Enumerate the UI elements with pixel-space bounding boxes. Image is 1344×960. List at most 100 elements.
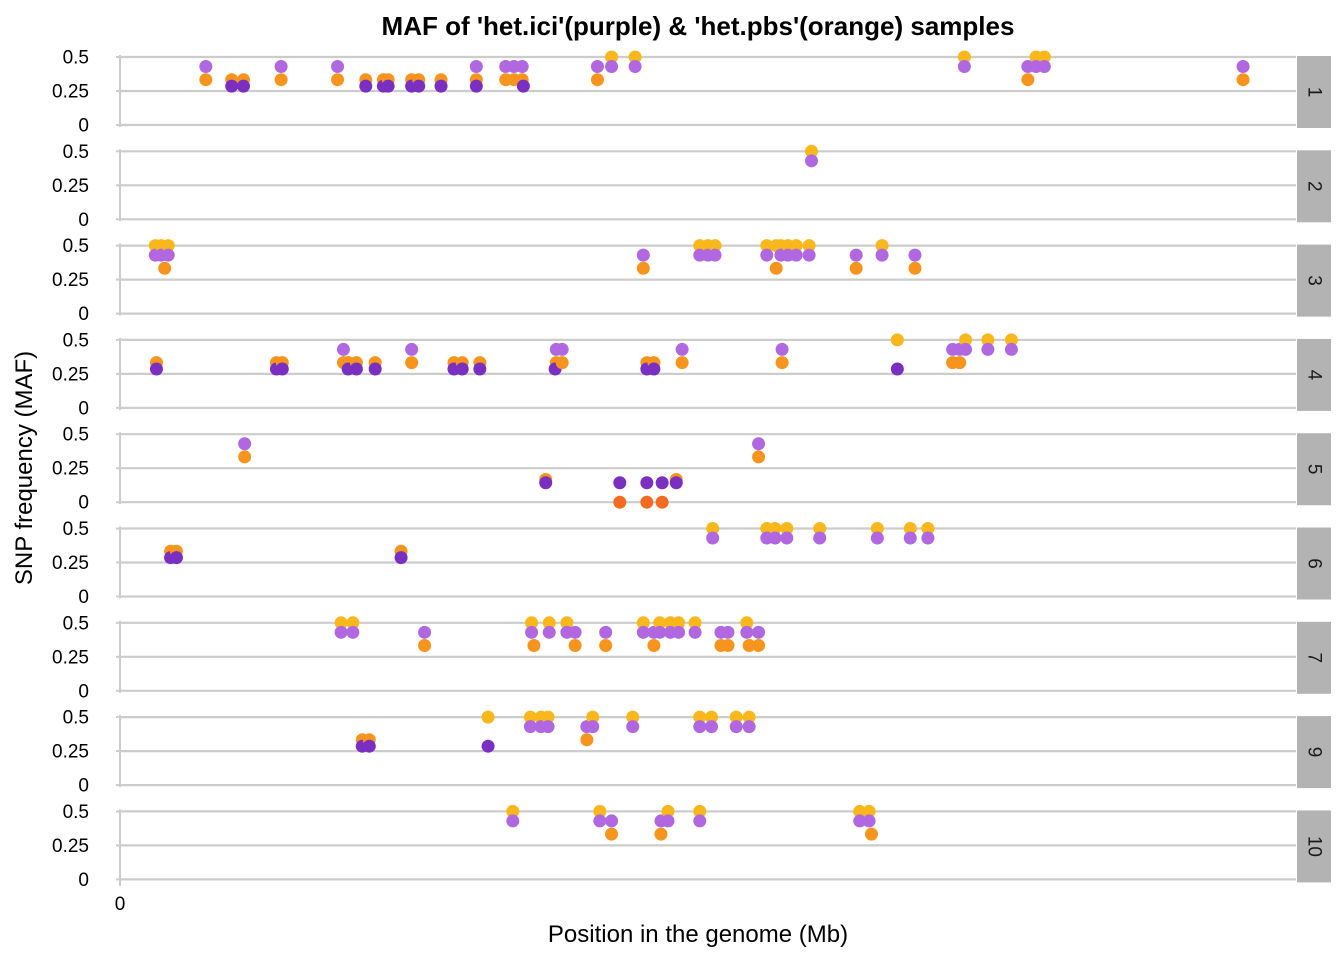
data-point [336,342,350,356]
data-point [981,342,995,356]
data-point [862,804,876,818]
data-point [875,248,889,262]
facet-strip-label: 7 [1304,653,1325,664]
y-tick-label: 0 [78,870,89,891]
data-point [539,476,553,490]
data-point [981,333,995,347]
data-point [636,616,650,630]
facet-strip-label: 4 [1304,370,1325,381]
data-point [921,522,935,535]
data-point [161,239,175,253]
data-point [813,522,827,535]
data-point [752,639,766,653]
data-point [853,804,867,818]
data-point [469,60,483,74]
data-point [605,60,619,74]
data-point [149,362,163,376]
y-tick-label: 0.5 [63,708,89,729]
data-point [655,476,669,490]
data-point [636,248,650,262]
y-tick-label: 0.25 [52,647,89,668]
facet-strip-label: 6 [1304,558,1325,569]
data-point [626,720,640,734]
data-point [590,60,604,74]
y-tick-label: 0.25 [52,176,89,197]
panel-chr-5: 0 0.25 0.5 5 [52,425,1331,514]
data-point [752,625,766,639]
data-point [903,522,917,535]
facet-strip [1297,527,1331,600]
data-point [346,616,360,630]
data-point [953,356,967,370]
data-point [593,804,607,818]
data-point [688,616,702,630]
data-point [653,625,667,639]
data-point [875,239,889,253]
data-point [760,248,774,262]
facet-strip [1297,150,1331,223]
data-point [729,720,743,734]
data-point [605,814,619,828]
data-point [527,639,541,653]
panel-chr-3: 0 0.25 0.5 3 [52,236,1331,325]
y-tick-label: 0.5 [63,802,89,823]
y-tick-label: 0 [78,587,89,608]
data-point [740,616,754,630]
y-tick-label: 0.25 [52,553,89,574]
facet-strip-label: 10 [1304,836,1325,857]
data-point [516,79,530,93]
data-point [729,710,743,724]
data-point [394,551,408,565]
data-point [640,476,654,490]
data-point [647,639,661,653]
data-point [331,60,345,74]
data-point [661,814,675,828]
data-point [418,625,432,639]
facet-strip [1297,244,1331,317]
data-point [506,804,520,818]
data-point [481,710,495,724]
data-point [199,60,213,74]
facet-strip [1297,56,1331,128]
data-point [158,261,172,275]
y-tick-label: 0 [78,493,89,514]
data-point [469,79,483,93]
data-point [693,720,707,734]
y-axis-label: SNP frequency (MAF) [11,351,38,585]
data-point [346,625,360,639]
y-tick-label: 0.5 [63,613,89,634]
data-point [605,50,619,64]
facet-strip-label: 2 [1304,181,1325,192]
data-point [742,710,756,724]
data-point [1004,333,1018,347]
data-point [1004,342,1018,356]
data-point [693,710,707,724]
y-tick-label: 0.5 [63,425,89,446]
facet-strip-label: 3 [1304,275,1325,286]
facet-strip [1297,621,1331,694]
data-point [908,261,922,275]
data-point [959,342,973,356]
data-point [708,239,722,253]
data-point [675,342,689,356]
data-point [959,333,973,347]
y-tick-label: 0.25 [52,836,89,857]
data-point [636,625,650,639]
data-point [721,625,735,639]
data-point [742,639,756,653]
x-axis-label: Position in the genome (Mb) [548,921,848,948]
data-point [560,616,574,630]
data-point [693,804,707,818]
data-point [669,476,683,490]
data-point [742,720,756,734]
y-tick-label: 0.25 [52,82,89,103]
facet-strip [1297,338,1331,411]
data-point [593,814,607,828]
data-point [161,248,175,262]
data-point [590,73,604,87]
data-point [523,710,537,724]
data-point [418,639,432,653]
panel-chr-6: 0 0.25 0.5 6 [52,519,1331,608]
facet-strip [1297,810,1331,883]
data-point [359,79,373,93]
